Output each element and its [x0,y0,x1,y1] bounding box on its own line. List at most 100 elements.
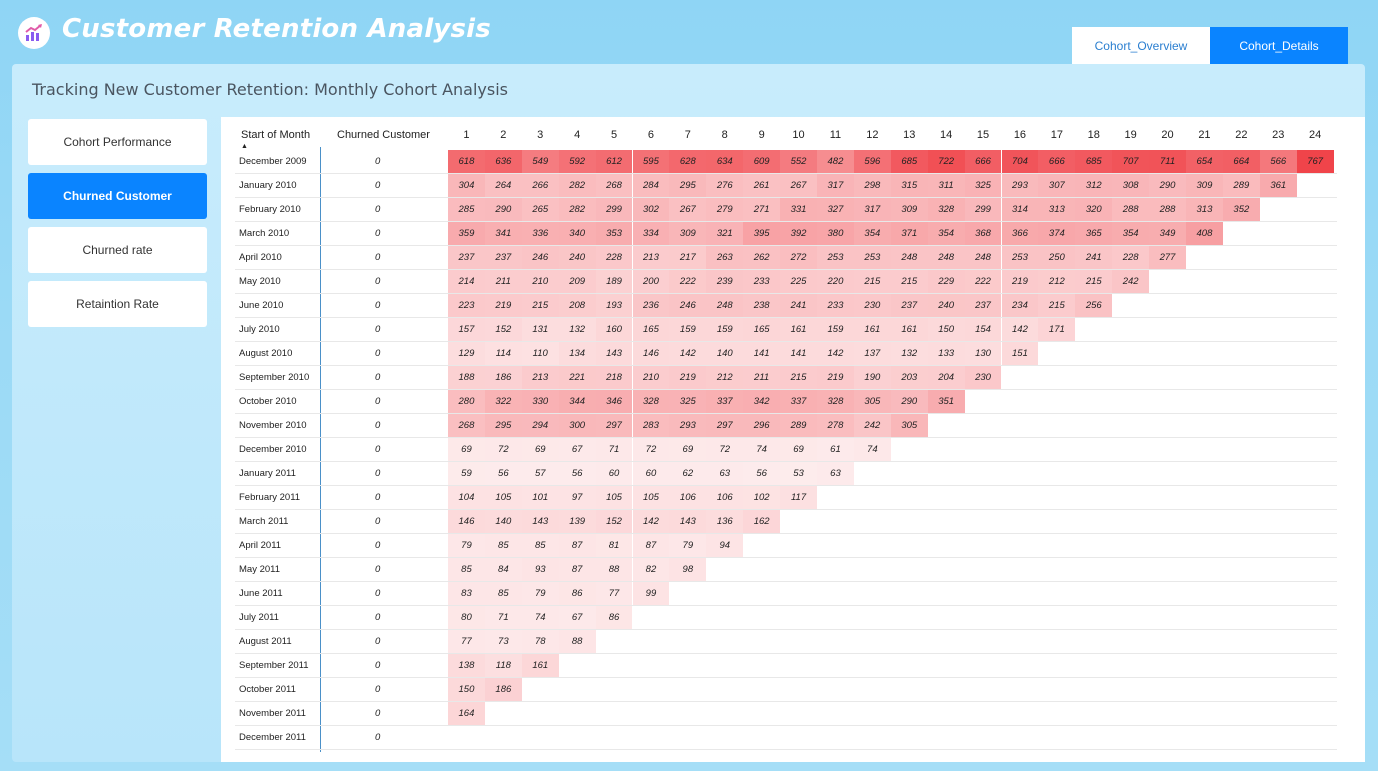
heatmap-cell: 299 [964,198,1002,221]
row-churned-value: 0 [375,228,381,239]
heatmap-cell: 79 [669,534,707,557]
heatmap-cell: 213 [521,366,559,389]
column-header-churned-customer[interactable]: Churned Customer [337,129,430,141]
period-header[interactable]: 2 [500,129,507,141]
heatmap-cell: 722 [927,150,965,173]
heatmap-cell: 56 [743,462,781,485]
period-header[interactable]: 15 [976,129,990,141]
heatmap-cell: 344 [558,390,596,413]
nav-cohort-performance-button[interactable]: Cohort Performance [28,119,207,165]
period-header[interactable]: 12 [866,129,879,141]
heatmap-cell: 293 [1001,174,1039,197]
row-churned-value: 0 [375,516,381,527]
table-row: May 2011 0 85 84 93 87 88 82 98 [235,558,1337,582]
column-divider [320,147,321,752]
row-month-label: July 2010 [239,324,280,335]
period-header[interactable]: 4 [574,129,581,141]
table-row: September 2010 0 188 186 213 221 218 210 219 212 2… [235,366,1337,390]
period-header[interactable]: 23 [1272,129,1285,141]
heatmap-cell: 284 [632,174,670,197]
period-header[interactable]: 13 [903,129,916,141]
heatmap-cell: 628 [669,150,707,173]
heatmap-cell: 142 [1001,318,1039,341]
heatmap-cell: 60 [595,462,633,485]
heatmap-cell: 86 [558,582,596,605]
period-header[interactable]: 19 [1124,129,1137,141]
heatmap-cell: 300 [558,414,596,437]
chart-growth-icon [25,24,42,41]
period-header[interactable]: 16 [1013,129,1027,141]
nav-churned-rate-button[interactable]: Churned rate [28,227,207,273]
heatmap-cell: 210 [521,270,559,293]
period-header[interactable]: 3 [537,129,544,141]
tab-cohort-overview[interactable]: Cohort_Overview [1072,27,1210,65]
heatmap-cell: 141 [780,342,817,365]
heatmap-cell: 61 [817,438,854,461]
table-row: January 2011 0 59 56 57 56 60 60 62 63 56 53 63 [235,462,1337,486]
heatmap-cell: 352 [1222,198,1260,221]
period-header[interactable]: 20 [1161,129,1174,141]
heatmap-cell: 72 [706,438,744,461]
heatmap-cell: 240 [558,246,596,269]
heatmap-cell: 212 [706,366,744,389]
period-header[interactable]: 1 [463,129,470,141]
heatmap-cell: 282 [558,174,596,197]
period-header[interactable]: 17 [1050,129,1063,141]
heatmap-cell: 233 [743,270,781,293]
heatmap-cell: 371 [890,222,928,245]
heatmap-cell: 118 [484,654,522,677]
row-churned-value: 0 [375,708,381,719]
table-row: February 2010 0 285 290 265 282 299 302 267 279 27… [235,198,1337,222]
row-month-label: August 2010 [239,348,293,359]
table-row: July 2011 0 80 71 74 67 86 [235,606,1337,630]
heatmap-cell: 236 [632,294,670,317]
heatmap-cell: 320 [1075,198,1113,221]
heatmap-cell: 63 [817,462,854,485]
heatmap-cell: 93 [521,558,559,581]
heatmap-cell: 595 [632,150,670,173]
period-header[interactable]: 21 [1198,129,1211,141]
column-header-start-of-month[interactable]: Start of Month [241,129,311,141]
heatmap-cell: 711 [1149,150,1186,173]
heatmap-cell: 139 [558,510,596,533]
heatmap-cell: 321 [706,222,744,245]
period-header[interactable]: 11 [829,129,842,141]
heatmap-cell: 278 [817,414,854,437]
heatmap-cell: 171 [1038,318,1076,341]
heatmap-cell: 138 [448,654,485,677]
table-row: August 2011 0 77 73 78 88 [235,630,1337,654]
heatmap-cell: 308 [1112,174,1150,197]
heatmap-cell: 305 [853,390,891,413]
period-header[interactable]: 18 [1087,129,1100,141]
heatmap-cell: 69 [521,438,559,461]
row-month-label: April 2010 [239,252,282,263]
heatmap-cell: 276 [706,174,744,197]
heatmap-cell: 221 [558,366,596,389]
heatmap-cell: 142 [669,342,707,365]
period-header[interactable]: 14 [940,129,953,141]
heatmap-cell: 56 [484,462,522,485]
period-header[interactable]: 10 [792,129,805,141]
period-header[interactable]: 9 [758,129,765,141]
heatmap-cell: 159 [706,318,744,341]
period-header[interactable]: 22 [1235,129,1248,141]
heatmap-cell: 312 [1075,174,1113,197]
heatmap-cell: 152 [595,510,633,533]
heatmap-cell: 290 [484,198,522,221]
nav-retention-rate-button[interactable]: Retaintion Rate [28,281,207,327]
heatmap-cell: 83 [448,582,485,605]
heatmap-cell: 566 [1259,150,1297,173]
period-header[interactable]: 5 [610,129,618,141]
tab-cohort-details[interactable]: Cohort_Details [1210,27,1348,65]
heatmap-cell: 250 [1038,246,1076,269]
heatmap-cell: 636 [484,150,522,173]
heatmap-cell: 84 [484,558,522,581]
heatmap-cell: 337 [706,390,744,413]
period-header[interactable]: 24 [1309,129,1322,141]
period-header[interactable]: 8 [721,129,728,141]
period-header[interactable]: 7 [684,129,691,141]
period-header[interactable]: 6 [647,129,654,141]
heatmap-cell: 203 [890,366,928,389]
nav-churned-customer-button[interactable]: Churned Customer [28,173,207,219]
heatmap-cell: 634 [706,150,744,173]
